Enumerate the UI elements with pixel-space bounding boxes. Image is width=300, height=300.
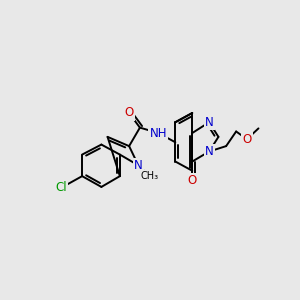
Text: O: O [124,106,134,119]
Text: CH₃: CH₃ [140,171,158,181]
Text: N: N [205,145,214,158]
Text: NH: NH [150,127,167,140]
Text: O: O [188,174,197,187]
Text: N: N [134,159,143,172]
Text: Cl: Cl [56,181,67,194]
Text: O: O [242,133,251,146]
Text: N: N [205,116,214,129]
